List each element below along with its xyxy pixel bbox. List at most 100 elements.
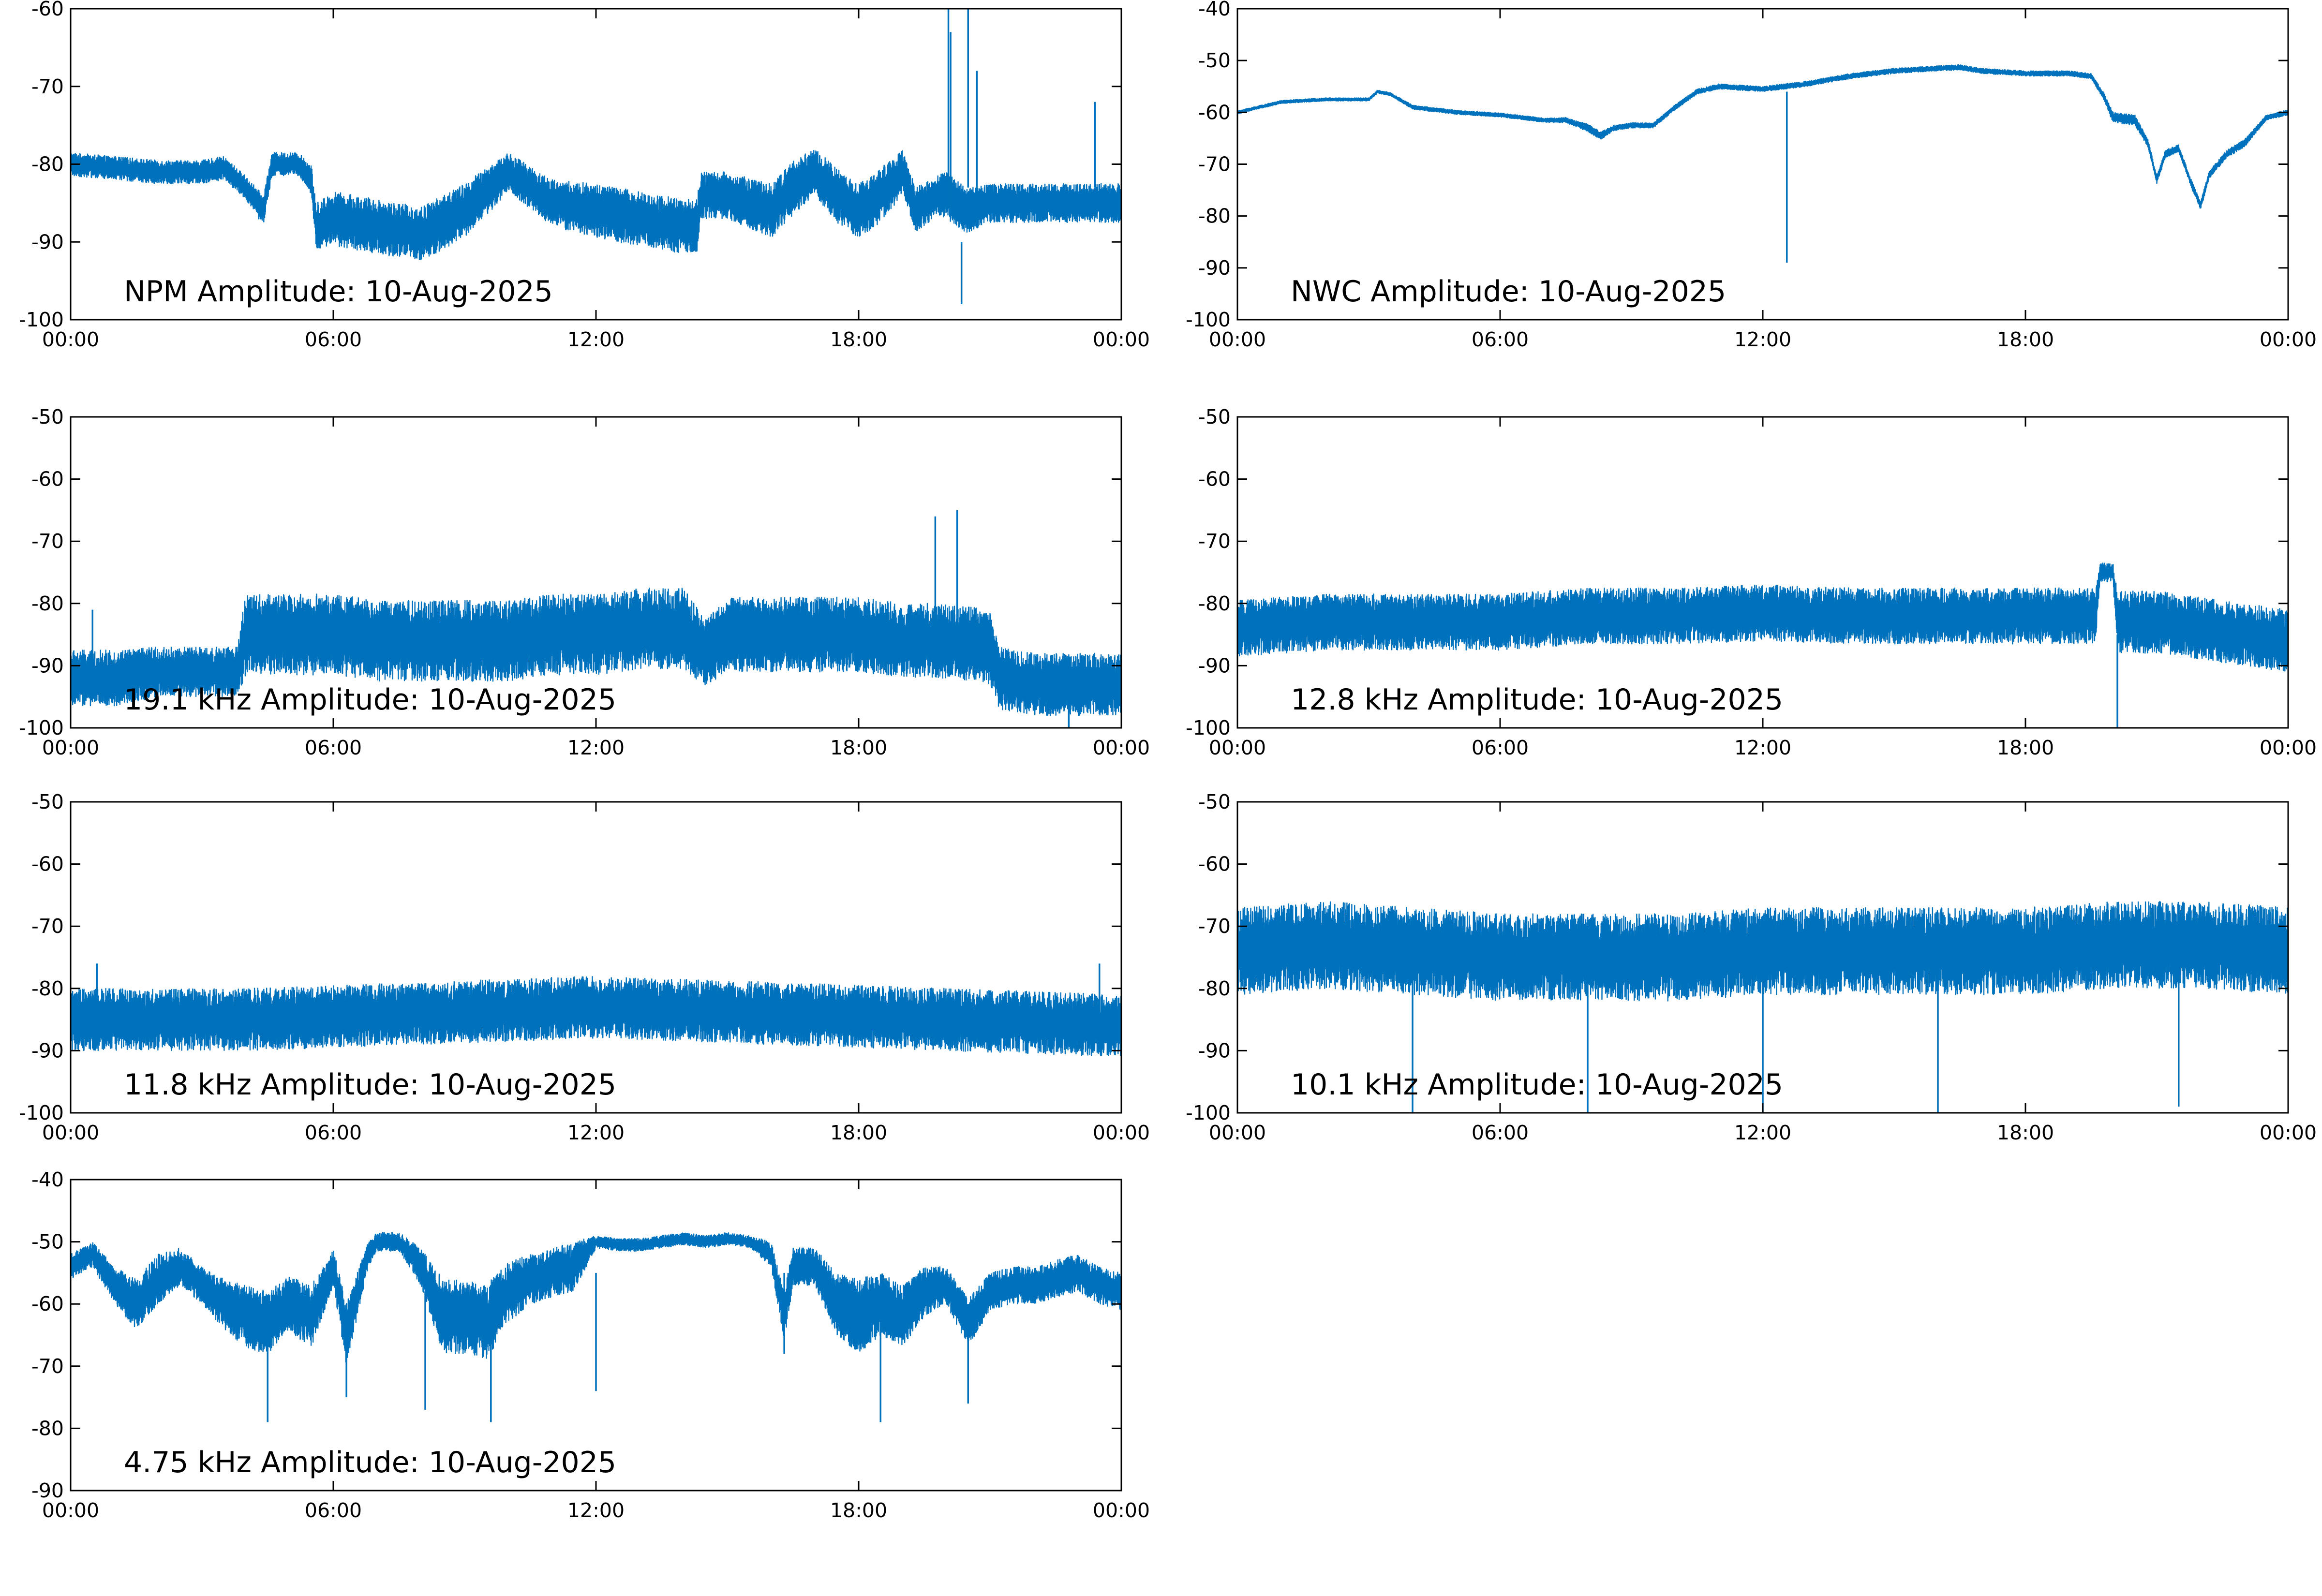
chart-title: 4.75 kHz Amplitude: 10-Aug-2025 <box>124 1446 616 1479</box>
x-tick-label: 12:00 <box>1734 736 1791 759</box>
y-tick-label: -90 <box>1198 1039 1231 1062</box>
y-tick-label: -80 <box>1198 592 1231 615</box>
y-tick-label: -40 <box>31 1168 64 1191</box>
y-tick-label: -80 <box>31 977 64 1000</box>
series-line <box>71 976 1121 1057</box>
y-tick-label: -70 <box>1198 915 1231 938</box>
y-tick-label: -90 <box>31 1039 64 1062</box>
x-tick-label: 18:00 <box>1997 736 2054 759</box>
series-line <box>71 1232 1121 1363</box>
x-tick-label: 06:00 <box>1472 1121 1529 1144</box>
y-tick-label: -100 <box>1186 1101 1231 1124</box>
x-tick-label: 00:00 <box>42 1121 99 1144</box>
y-tick-label: -50 <box>31 790 64 813</box>
chart-panel-2: 00:00 06:00 12:00 18:00 00:00 -40 -50 -60 -70 -80… <box>1186 0 2317 351</box>
x-tick-label: 18:00 <box>1997 328 2054 351</box>
y-tick-label: -60 <box>31 468 64 491</box>
x-tick-label: 12:00 <box>567 1121 625 1144</box>
y-tick-label: -60 <box>1198 853 1231 876</box>
y-tick-label: -50 <box>31 1230 64 1254</box>
y-tick-label: -90 <box>31 230 64 253</box>
x-tick-label: 18:00 <box>830 1121 887 1144</box>
axes-frame <box>1236 416 2289 729</box>
y-tick-label: -90 <box>31 654 64 677</box>
x-tick-label: 00:00 <box>1209 328 1266 351</box>
x-tick-label: 00:00 <box>1209 736 1266 759</box>
x-tick-label: 12:00 <box>1734 1121 1791 1144</box>
x-tick-label: 18:00 <box>830 736 887 759</box>
x-tick-label: 00:00 <box>1093 736 1150 759</box>
y-tick-label: -70 <box>31 530 64 553</box>
y-tick-label: -90 <box>1198 654 1231 677</box>
y-tick-label: -50 <box>1198 790 1231 813</box>
series-line <box>1237 64 2288 209</box>
y-tick-label: -60 <box>1198 101 1231 124</box>
y-tick-label: -50 <box>31 405 64 429</box>
x-tick-label: 00:00 <box>1209 1121 1266 1144</box>
y-tick-label: -100 <box>1186 716 1231 739</box>
y-tick-label: -70 <box>1198 530 1231 553</box>
x-tick-label: 18:00 <box>830 328 887 351</box>
y-tick-label: -70 <box>1198 153 1231 176</box>
x-tick-label: 00:00 <box>42 328 99 351</box>
x-tick-label: 06:00 <box>1472 328 1529 351</box>
chart-title: 19.1 kHz Amplitude: 10-Aug-2025 <box>124 683 616 717</box>
y-tick-label: -50 <box>1198 405 1231 429</box>
x-tick-label: 12:00 <box>1734 328 1791 351</box>
y-tick-label: -100 <box>19 716 64 739</box>
x-tick-label: 06:00 <box>305 328 362 351</box>
x-tick-label: 00:00 <box>2260 736 2317 759</box>
y-tick-label: -50 <box>1198 49 1231 72</box>
y-tick-label: -80 <box>31 1417 64 1440</box>
x-tick-label: 06:00 <box>1472 736 1529 759</box>
y-tick-label: -60 <box>31 0 64 20</box>
y-tick-label: -80 <box>1198 977 1231 1000</box>
y-tick-label: -40 <box>1198 0 1231 20</box>
x-tick-label: 00:00 <box>42 736 99 759</box>
y-tick-label: -80 <box>1198 205 1231 228</box>
y-tick-label: -80 <box>31 592 64 615</box>
chart-panel-3: 00:00 06:00 12:00 18:00 00:00 -50 -60 -70 -80 -90… <box>19 405 1150 759</box>
chart-title: NWC Amplitude: 10-Aug-2025 <box>1291 275 1726 309</box>
y-tick-label: -100 <box>19 308 64 331</box>
y-tick-label: -100 <box>19 1101 64 1124</box>
series-line <box>1237 562 2288 672</box>
x-tick-label: 12:00 <box>567 736 625 759</box>
chart-title: 12.8 kHz Amplitude: 10-Aug-2025 <box>1291 683 1783 717</box>
y-tick-label: -100 <box>1186 308 1231 331</box>
x-tick-label: 18:00 <box>830 1499 887 1522</box>
y-tick-label: -90 <box>31 1479 64 1502</box>
y-tick-label: -80 <box>31 153 64 176</box>
axes-frame <box>1236 8 2289 321</box>
chart-panel-6: 00:00 06:00 12:00 18:00 00:00 -50 -60 -70 -80 -90… <box>1186 790 2317 1144</box>
y-tick-label: -70 <box>31 75 64 98</box>
chart-panel-1: 00:00 06:00 12:00 18:00 00:00 -60 -70 -80 -90 -10… <box>19 0 1150 351</box>
chart-panel-5: 00:00 06:00 12:00 18:00 00:00 -50 -60 -70 -80 -90… <box>19 790 1150 1144</box>
y-tick-label: -90 <box>1198 256 1231 280</box>
chart-title: NPM Amplitude: 10-Aug-2025 <box>124 275 553 309</box>
chart-title: 10.1 kHz Amplitude: 10-Aug-2025 <box>1291 1068 1783 1102</box>
x-tick-label: 00:00 <box>1093 1121 1150 1144</box>
x-tick-label: 00:00 <box>1093 328 1150 351</box>
x-tick-label: 06:00 <box>305 1499 362 1522</box>
y-tick-label: -60 <box>31 1292 64 1315</box>
y-tick-label: -70 <box>31 1355 64 1378</box>
y-tick-label: -60 <box>1198 468 1231 491</box>
y-tick-label: -60 <box>31 853 64 876</box>
x-tick-label: 06:00 <box>305 736 362 759</box>
x-tick-label: 18:00 <box>1997 1121 2054 1144</box>
x-tick-label: 00:00 <box>42 1499 99 1522</box>
y-tick-label: -70 <box>31 915 64 938</box>
x-tick-label: 00:00 <box>2260 1121 2317 1144</box>
x-tick-label: 12:00 <box>567 1499 625 1522</box>
axes-frame <box>70 801 1122 1114</box>
x-tick-label: 00:00 <box>1093 1499 1150 1522</box>
chart-panel-7: 00:00 06:00 12:00 18:00 00:00 -40 -50 -60 -70 -80… <box>31 1168 1150 1522</box>
series-line <box>71 587 1121 716</box>
x-tick-label: 06:00 <box>305 1121 362 1144</box>
x-tick-label: 00:00 <box>2260 328 2317 351</box>
chart-title: 11.8 kHz Amplitude: 10-Aug-2025 <box>124 1068 616 1102</box>
chart-panel-4: 00:00 06:00 12:00 18:00 00:00 -50 -60 -70 -80 -90… <box>1186 405 2317 759</box>
series-line <box>71 149 1121 260</box>
